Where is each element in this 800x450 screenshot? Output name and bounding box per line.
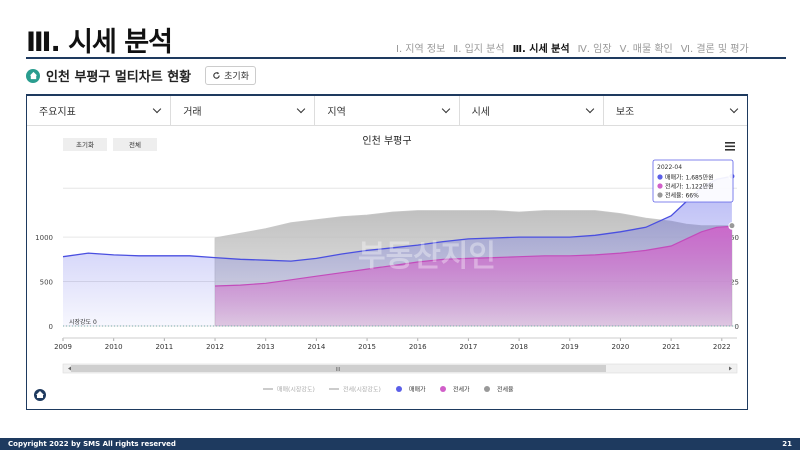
dropdown-label: 주요지표	[39, 107, 76, 118]
watermark-logo: 부동산지인	[358, 239, 496, 274]
legend-marker	[396, 386, 402, 392]
tooltip-row-3: 전세율: 66%	[665, 192, 699, 200]
series-line-maemaega	[62, 175, 733, 262]
x-tick-label: 2019	[561, 343, 579, 351]
section-nav: Ⅰ. 지역 정보 Ⅱ. 입지 분석 Ⅲ. 시세 분석 Ⅳ. 임장 Ⅴ. 매물 확인 Ⅵ. …	[396, 40, 757, 55]
legend-item-3[interactable]: 매매가	[409, 386, 426, 394]
title-divider	[26, 57, 786, 59]
nav-item-4[interactable]: Ⅳ. 임장	[577, 44, 612, 55]
y-tick-label: 0	[49, 323, 53, 331]
legend-marker	[440, 386, 446, 392]
tooltip-row-2: 전세가: 1,122만원	[665, 183, 714, 191]
tooltip-marker	[657, 174, 663, 180]
dropdown-4[interactable]: 시세	[460, 96, 604, 125]
page-number: 21	[782, 440, 792, 448]
point-jeonseyul[interactable]	[728, 222, 736, 230]
nav-item-6[interactable]: Ⅵ. 결론 및 평가	[680, 44, 749, 55]
legend-marker	[484, 386, 490, 392]
dropdown-label: 시세	[471, 107, 491, 118]
x-tick-label: 2012	[206, 343, 224, 351]
logo-home-glyph	[36, 391, 44, 398]
refresh-icon	[213, 71, 220, 79]
chart-button-label: 초기화	[76, 140, 94, 149]
dropdown-1[interactable]: 주요지표	[27, 96, 172, 125]
y-right-tick-label: 25	[730, 279, 739, 287]
chart-button-1[interactable]	[63, 138, 107, 151]
x-tick-label: 2022	[713, 343, 731, 351]
home-icon	[26, 68, 40, 83]
chart-title: 인천 부평구	[362, 135, 411, 147]
series-area-jeonsega	[215, 226, 732, 326]
reset-label: 초기화	[224, 72, 249, 82]
tooltip-marker	[657, 183, 663, 189]
x-tick-label: 2014	[307, 343, 325, 351]
scroll-grip-label: III	[336, 367, 340, 373]
chevron-down-icon	[729, 104, 739, 114]
copyright-text: Copyright 2022 by SMS All rights reserve…	[8, 440, 176, 448]
dropdown-label: 지역	[327, 107, 346, 118]
scroll-thumb[interactable]	[71, 365, 606, 372]
x-tick-label: 2021	[662, 343, 680, 351]
dropdown-bar: 주요지표 거래 지역 시세 보조	[27, 96, 747, 126]
x-tick-label: 2013	[257, 343, 275, 351]
scroll-right-icon[interactable]	[729, 366, 732, 371]
dropdown-label: 보조	[615, 107, 635, 118]
tooltip-marker	[657, 192, 663, 198]
y-tick-label: 1000	[35, 234, 53, 242]
nav-item-1[interactable]: Ⅰ. 지역 정보	[396, 44, 446, 55]
legend-item-5[interactable]: 전세율	[497, 386, 514, 394]
chevron-down-icon	[297, 104, 306, 114]
subtitle-text: 인천 부평구 멀티차트 현황	[46, 70, 192, 85]
chart-button-2[interactable]	[113, 138, 157, 151]
chart-button-label: 전체	[129, 140, 141, 149]
tooltip-row-1: 매매가: 1,685만원	[665, 174, 714, 182]
chevron-down-icon	[441, 104, 450, 114]
chevron-down-icon	[585, 104, 595, 114]
baseline-label: 시장강도 0	[69, 318, 97, 326]
x-tick-label: 2017	[459, 343, 477, 351]
footer: Copyright 2022 by SMS All rights reserve…	[0, 438, 800, 450]
x-tick-label: 2018	[510, 343, 528, 351]
x-tick-label: 2015	[358, 343, 376, 351]
tooltip-box	[652, 159, 734, 203]
x-tick-label: 2016	[409, 343, 427, 351]
chevron-down-icon	[152, 104, 162, 114]
nav-item-5[interactable]: Ⅴ. 매물 확인	[619, 44, 673, 55]
x-tick-label: 2011	[155, 343, 173, 351]
slide-title: Ⅲ. 시세 분석	[26, 27, 173, 58]
nav-item-3[interactable]: Ⅲ. 시세 분석	[512, 44, 570, 55]
menu-icon	[725, 149, 735, 151]
tooltip-date: 2022-04	[657, 164, 682, 171]
dropdown-3[interactable]: 지역	[315, 96, 460, 125]
legend-item-1[interactable]: 매매(시장강도)	[277, 386, 315, 394]
series-line-jeonsega	[214, 225, 732, 287]
x-tick-label: 2010	[105, 343, 123, 351]
x-tick-label: 2009	[54, 343, 72, 351]
dropdown-5[interactable]: 보조	[604, 96, 747, 125]
y-right-tick-label: 50	[730, 234, 739, 242]
legend-item-4[interactable]: 전세가	[453, 386, 470, 394]
dropdown-label: 거래	[183, 107, 202, 118]
dropdown-2[interactable]: 거래	[171, 96, 316, 125]
chart-subtitle: 인천 부평구 멀티차트 현황 초기화	[26, 66, 256, 85]
y-right-tick-label: 0	[735, 323, 739, 331]
x-tick-label: 2020	[612, 343, 630, 351]
legend-item-2[interactable]: 전세(시장강도)	[343, 386, 381, 394]
nav-item-2[interactable]: Ⅱ. 입지 분석	[453, 44, 505, 55]
y-tick-label: 500	[40, 279, 53, 287]
chart-panel: 주요지표 거래 지역 시세 보조 인천 부평구 초기화 전체 0 500 1000 0 25 50 부동산…	[26, 94, 748, 410]
scroll-left-icon[interactable]	[68, 366, 71, 371]
menu-icon	[725, 145, 735, 148]
menu-icon[interactable]	[725, 142, 735, 144]
reset-button[interactable]: 초기화	[205, 66, 256, 85]
